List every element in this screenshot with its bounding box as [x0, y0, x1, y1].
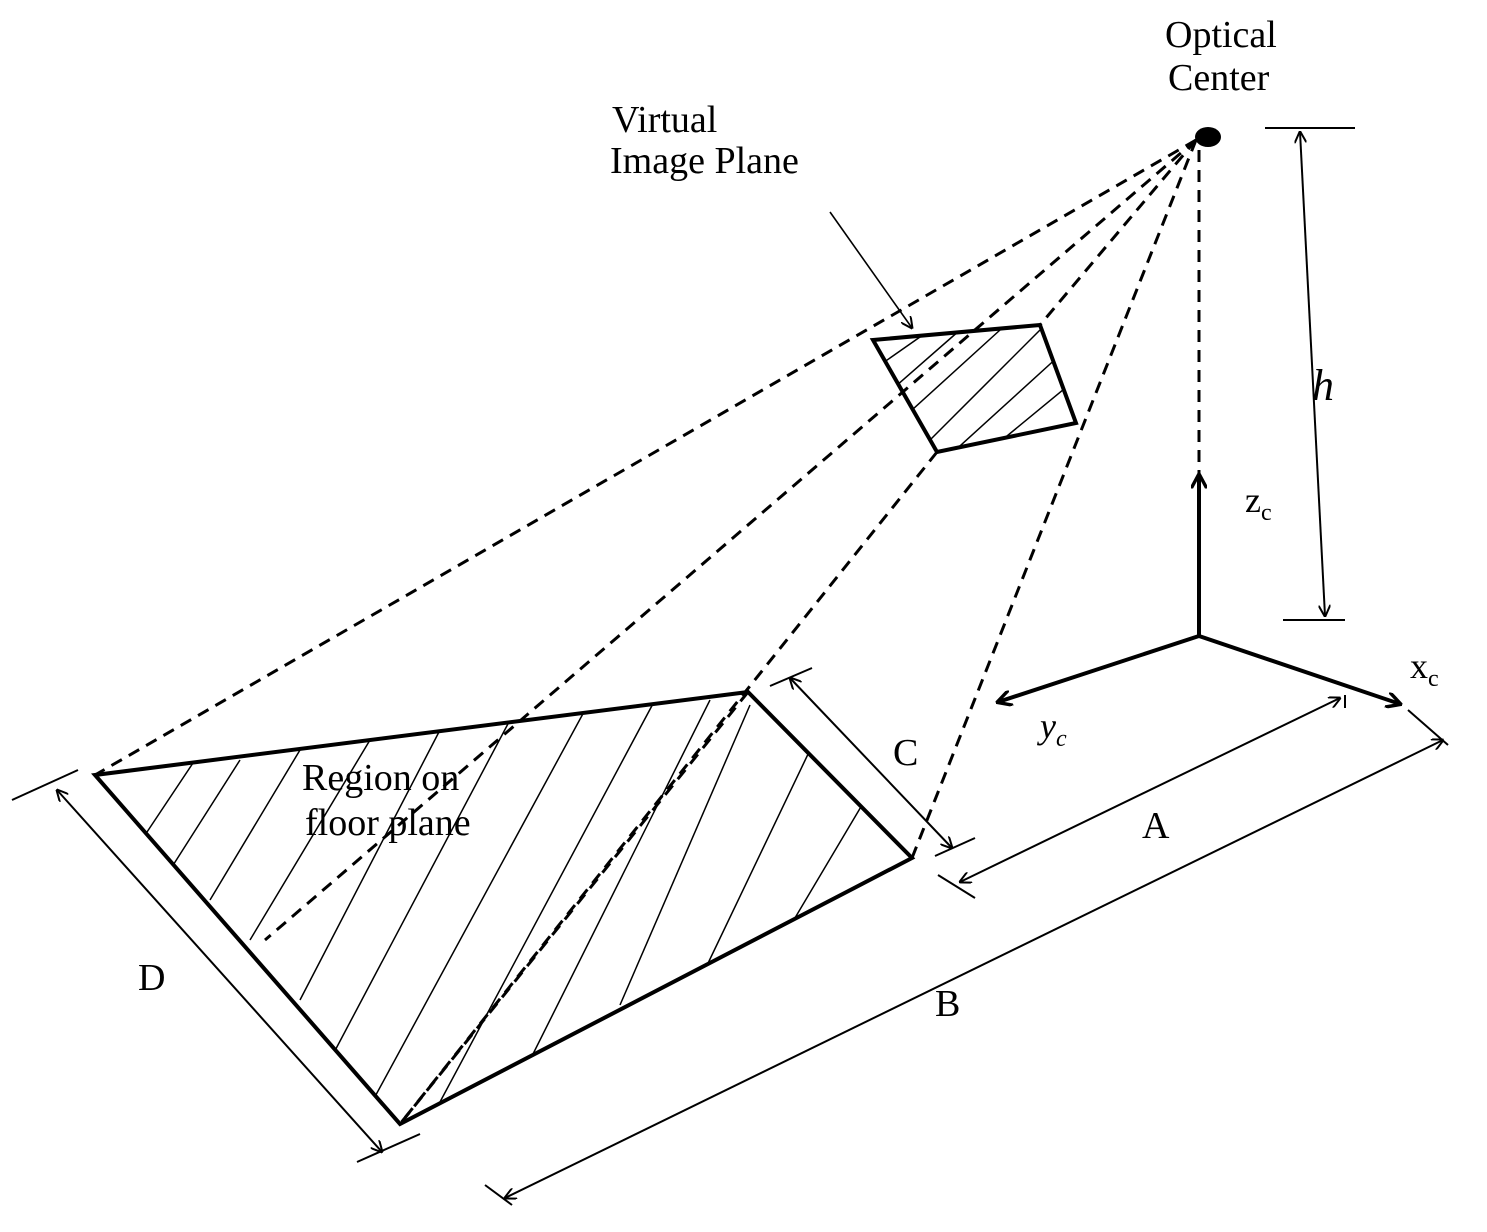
floor-hatching — [134, 699, 866, 1124]
h-label: h — [1312, 361, 1334, 410]
ray-to-principal-axis-point — [264, 138, 1197, 942]
zc-label: zc — [1245, 480, 1272, 526]
region-label-line2: floor plane — [305, 802, 471, 844]
virtual-image-plane — [869, 322, 1079, 455]
optical-center-point — [1195, 127, 1221, 147]
yc-label-sub: c — [1056, 726, 1067, 752]
a-label: A — [1142, 805, 1170, 847]
image-plane-outline — [869, 322, 1079, 455]
xc-label-sub: c — [1428, 666, 1439, 692]
d-label: D — [138, 957, 165, 999]
b-label: B — [935, 983, 960, 1025]
xc-label: xc — [1410, 646, 1439, 692]
ray-to-near-corner — [910, 139, 1198, 859]
dimension-h — [1265, 127, 1355, 621]
y-axis — [998, 634, 1200, 702]
yc-label-main: y — [1037, 706, 1056, 746]
zc-label-main: z — [1245, 480, 1261, 520]
coordinate-axes — [998, 475, 1400, 704]
projection-rays — [94, 138, 1198, 1125]
dimension-c — [769, 667, 976, 857]
dimension-a — [937, 695, 1346, 899]
dimension-b — [484, 709, 1449, 1206]
yc-label: yc — [1037, 706, 1067, 752]
zc-label-sub: c — [1261, 500, 1272, 526]
dimension-d — [11, 769, 421, 1163]
optical-center-label-line2: Center — [1168, 57, 1270, 99]
image-plane-hatching — [873, 329, 1076, 452]
xc-label-main: x — [1410, 646, 1428, 686]
virtual-plane-label-line2: Image Plane — [610, 140, 799, 182]
x-axis — [1198, 634, 1400, 704]
virtual-plane-label-line1: Virtual — [612, 99, 717, 141]
ray-image-top-right — [1038, 139, 1198, 326]
c-label: C — [893, 732, 918, 774]
optical-center-label-line1: Optical — [1165, 14, 1277, 56]
floor-region — [91, 689, 916, 1127]
floor-diagonal-dashed — [398, 691, 750, 1125]
region-label-line1: Region on — [302, 757, 459, 799]
ray-to-corner-d-top — [94, 138, 1197, 777]
image-plane-pointer — [829, 211, 912, 328]
